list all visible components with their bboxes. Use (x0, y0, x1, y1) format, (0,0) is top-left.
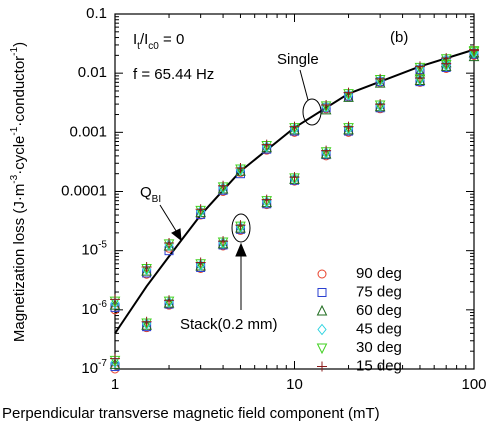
data-point (321, 145, 332, 156)
data-point (414, 61, 425, 72)
data-point (343, 87, 354, 98)
data-point (195, 257, 206, 268)
data-point (261, 194, 272, 205)
note-part: = 0 (159, 31, 184, 48)
y-tick-label: 0.01 (78, 64, 107, 81)
callout-arrow (159, 204, 179, 235)
data-point (164, 295, 175, 306)
theory-label: QBI (140, 184, 161, 205)
data-point (321, 99, 332, 110)
legend-label: 15 deg (356, 357, 402, 374)
x-tick-label: 100 (461, 376, 486, 393)
y-tick-label: 0.001 (69, 123, 107, 140)
data-point (195, 204, 206, 215)
y-tick-label: 10-7 (81, 358, 107, 377)
callout-line (299, 69, 309, 101)
single-label: Single (277, 51, 319, 68)
data-point (141, 261, 152, 272)
data-point (469, 44, 479, 55)
data-point (218, 236, 229, 247)
frequency-note: f = 65.44 Hz (133, 66, 214, 83)
legend-marker (317, 361, 327, 372)
legend-marker (317, 269, 327, 279)
legend-label: 30 deg (356, 339, 402, 356)
note-sub: t (137, 41, 140, 52)
note-part: I (133, 31, 137, 48)
y-label-part: ·cycle (11, 136, 28, 175)
y-label-part: ) (11, 42, 28, 47)
data-point (375, 99, 386, 110)
legend-label: 90 deg (356, 265, 402, 282)
x-tick-label: 1 (111, 376, 119, 393)
data-point (164, 237, 175, 248)
data-point (468, 50, 480, 62)
arrow-head (235, 242, 247, 257)
legend-marker (317, 323, 327, 336)
y-label-part: Magnetization loss (J·m (11, 184, 28, 342)
legend-marker (317, 288, 327, 297)
x-axis-label: Perpendicular transverse magnetic field … (2, 405, 380, 422)
note-sub: c0 (148, 41, 159, 52)
y-tick-label: 10-6 (81, 298, 107, 317)
legend-label: 45 deg (356, 320, 402, 337)
y-tick-base: 10 (81, 301, 98, 318)
data-point (235, 162, 246, 173)
legend-marker (316, 343, 328, 355)
theory-part: Q (140, 184, 152, 201)
data-point (141, 316, 152, 327)
callout-ellipse (231, 213, 251, 243)
stack-label: Stack(0.2 mm) (180, 316, 278, 333)
theory-line (114, 48, 475, 334)
data-point (110, 353, 120, 364)
data-point (343, 121, 354, 132)
data-point (110, 294, 120, 305)
y-tick-exp: -5 (98, 239, 107, 250)
y-tick-label: 10-5 (81, 239, 107, 258)
y-label-sup: -1 (9, 126, 20, 135)
data-point (261, 139, 272, 150)
legend-label: 60 deg (356, 302, 402, 319)
y-tick-base: 10 (81, 242, 98, 259)
y-label-part: ·conductor (11, 56, 28, 127)
data-point (289, 172, 300, 183)
y-tick-label: 0.0001 (61, 182, 107, 199)
data-point (375, 73, 386, 84)
y-axis-label: Magnetization loss (J·m-3·cycle-1·conduc… (9, 42, 28, 342)
arrow-head (171, 228, 182, 242)
data-point (218, 180, 229, 191)
y-tick-exp: -7 (98, 358, 107, 369)
note-part: /I (140, 31, 148, 48)
y-tick-base: 10 (81, 360, 98, 377)
data-point (414, 72, 425, 83)
y-tick-exp: -6 (98, 298, 107, 309)
legend-label: 75 deg (356, 283, 402, 300)
y-label-sup: -1 (9, 46, 20, 55)
y-tick-label: 0.1 (86, 5, 107, 22)
theory-sub: BI (152, 194, 161, 205)
callouts (159, 69, 322, 310)
condition-note: It/Ic0 = 0 (133, 31, 184, 52)
data-point (441, 58, 452, 69)
data-point (235, 220, 246, 231)
legend-marker (316, 304, 328, 316)
x-tick-label: 10 (286, 376, 303, 393)
data-point (289, 121, 300, 132)
panel-label: (b) (390, 29, 408, 46)
y-label-sup: -3 (9, 174, 20, 183)
